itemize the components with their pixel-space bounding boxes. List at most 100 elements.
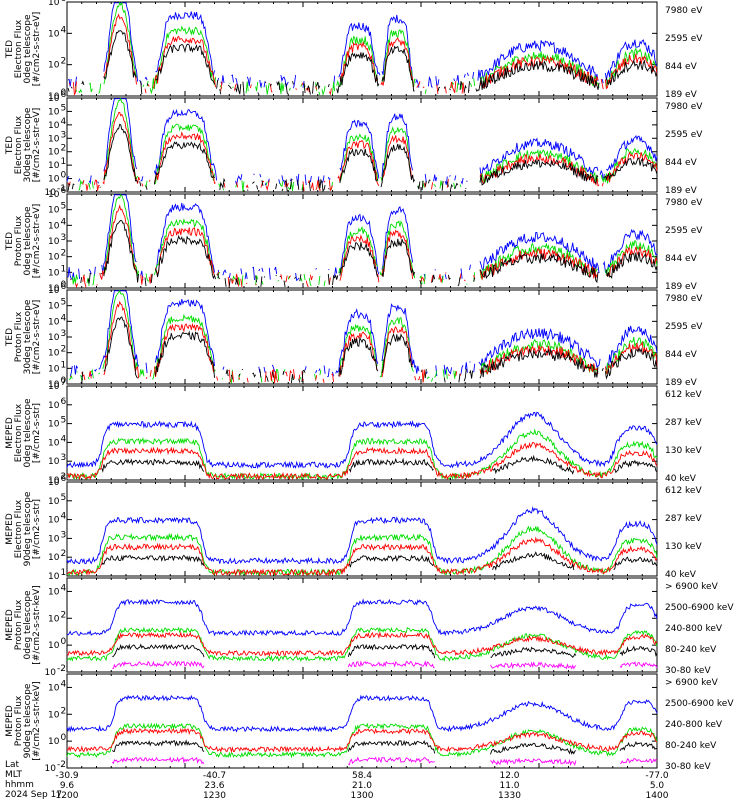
y-tick-exponent: 6 bbox=[61, 186, 67, 196]
y-tick-exponent: 6 bbox=[61, 0, 67, 4]
legend-entry: 7980 eV bbox=[665, 294, 703, 304]
legend-entry: 2500-6900 keV bbox=[665, 603, 734, 613]
series-line bbox=[66, 506, 658, 565]
y-tick-exponent: 2 bbox=[61, 610, 67, 620]
y-tick-exponent: 2 bbox=[61, 249, 67, 259]
legend-entry: > 6900 keV bbox=[665, 678, 719, 688]
y-tick-exponent: 1 bbox=[61, 360, 67, 370]
y-axis-label-line: [#/cm2-s-str] bbox=[32, 403, 42, 463]
y-tick-exponent: 2 bbox=[61, 345, 67, 355]
y-tick-label: 10 bbox=[48, 61, 60, 71]
y-tick-exponent: 0 bbox=[61, 88, 67, 98]
panel-frame-6 bbox=[66, 481, 658, 577]
y-tick-exponent: 4 bbox=[61, 217, 67, 227]
y-axis-label-line: 90deg telescope bbox=[23, 491, 33, 566]
legend-entry: 612 keV bbox=[665, 390, 702, 400]
legend-entry: 2595 eV bbox=[665, 34, 703, 44]
legend-entry: 2500-6900 keV bbox=[665, 699, 734, 709]
y-axis-label-line: Electron Flux bbox=[14, 499, 24, 558]
y-tick-label: 10 bbox=[48, 349, 60, 359]
y-tick-label: 10 bbox=[48, 29, 60, 39]
y-tick-label: 10 bbox=[48, 175, 60, 185]
legend-entry: 80-240 keV bbox=[665, 645, 717, 655]
x-tick-label: 12.0 bbox=[499, 771, 519, 781]
x-tick-label: 23.6 bbox=[204, 781, 224, 791]
series-line bbox=[66, 441, 658, 481]
y-tick-label: 10 bbox=[48, 333, 60, 343]
y-tick-label: 10 bbox=[48, 302, 60, 312]
y-tick-label: 10 bbox=[48, 497, 60, 507]
y-axis-label-line: Proton Flux bbox=[14, 215, 24, 266]
x-tick-label: 58.4 bbox=[352, 771, 372, 781]
series-line bbox=[66, 98, 658, 186]
y-tick-exponent: 0 bbox=[61, 376, 67, 386]
y-tick-exponent: 5 bbox=[61, 416, 67, 426]
series-line bbox=[66, 727, 658, 754]
series-line bbox=[69, 204, 658, 289]
y-tick-exponent: -1 bbox=[57, 184, 66, 194]
y-axis-label-line: Proton Flux bbox=[14, 695, 24, 746]
y-tick-exponent: 5 bbox=[61, 493, 67, 503]
y-tick-label: 10 bbox=[48, 478, 60, 488]
y-tick-label: 10 bbox=[48, 148, 60, 158]
y-tick-label: 10 bbox=[48, 134, 60, 144]
legend-entry: 844 eV bbox=[665, 254, 698, 264]
y-tick-label: 10 bbox=[48, 121, 60, 131]
y-tick-exponent: 7 bbox=[61, 378, 67, 388]
y-tick-exponent: 6 bbox=[61, 397, 67, 407]
x-tick-label: 1400 bbox=[646, 791, 669, 800]
y-axis-label-line: [#/cm2-s-str] bbox=[32, 499, 42, 559]
y-axis-label-line: 0deg telescope bbox=[23, 14, 33, 84]
x-tick-label: -40.7 bbox=[203, 771, 226, 781]
panel-frame-8 bbox=[66, 673, 658, 769]
y-axis-label-line: Proton Flux bbox=[14, 311, 24, 362]
y-tick-exponent: 1 bbox=[61, 568, 67, 578]
y-tick-label: 10 bbox=[48, 380, 60, 390]
y-axis-label-line: TED bbox=[5, 328, 15, 347]
series-line bbox=[111, 756, 658, 767]
legend-entry: 844 eV bbox=[665, 62, 698, 72]
series-line bbox=[112, 660, 658, 670]
y-axis-label-line: Electron Flux bbox=[14, 403, 24, 462]
series-line bbox=[71, 194, 658, 287]
y-tick-label: 10 bbox=[48, 457, 60, 467]
y-tick-exponent: 2 bbox=[61, 706, 67, 716]
y-tick-label: 10 bbox=[48, 572, 60, 582]
y-tick-label: 10 bbox=[48, 553, 60, 563]
y-tick-label: 10 bbox=[48, 94, 60, 104]
series-line bbox=[66, 598, 658, 637]
y-axis-label-line: MEPED bbox=[5, 705, 15, 737]
legend-entry: > 6900 keV bbox=[665, 582, 719, 592]
y-tick-label: 10 bbox=[48, 382, 60, 392]
y-axis-label-line: 0deg telescope bbox=[23, 590, 33, 660]
y-tick-exponent: 4 bbox=[61, 512, 67, 522]
legend-entry: 7980 eV bbox=[665, 102, 703, 112]
legend-entry: 130 keV bbox=[665, 446, 702, 456]
y-axis-label-line: MEPED bbox=[5, 609, 15, 641]
y-tick-exponent: 4 bbox=[61, 25, 67, 35]
y-tick-exponent: 3 bbox=[61, 233, 67, 243]
y-tick-label: 10 bbox=[48, 737, 60, 747]
y-tick-exponent: 3 bbox=[61, 530, 67, 540]
y-tick-exponent: 6 bbox=[61, 90, 67, 100]
y-axis-label-line: 90deg telescope bbox=[23, 683, 33, 758]
x-tick-label: 9.6 bbox=[60, 781, 75, 791]
legend-entry: 30-80 keV bbox=[665, 666, 711, 676]
legend-entry: 612 keV bbox=[665, 486, 702, 496]
y-tick-exponent: 0 bbox=[61, 733, 67, 743]
y-tick-exponent: 1 bbox=[61, 264, 67, 274]
legend-entry: 240-800 keV bbox=[665, 720, 723, 730]
y-tick-label: 10 bbox=[48, 286, 60, 296]
legend-entry: 2595 eV bbox=[665, 322, 703, 332]
y-tick-exponent: 2 bbox=[61, 57, 67, 67]
y-tick-exponent: 4 bbox=[61, 434, 67, 444]
y-tick-label: 10 bbox=[48, 206, 60, 216]
legend-entry: 2595 eV bbox=[665, 226, 703, 236]
y-tick-label: 10 bbox=[48, 420, 60, 430]
y-tick-exponent: 4 bbox=[61, 117, 67, 127]
series-line bbox=[66, 536, 658, 577]
legend-entry: 844 eV bbox=[665, 158, 698, 168]
y-tick-label: 10 bbox=[48, 438, 60, 448]
panel-frame-5 bbox=[66, 385, 658, 481]
y-axis-label-line: MEPED bbox=[5, 513, 15, 545]
